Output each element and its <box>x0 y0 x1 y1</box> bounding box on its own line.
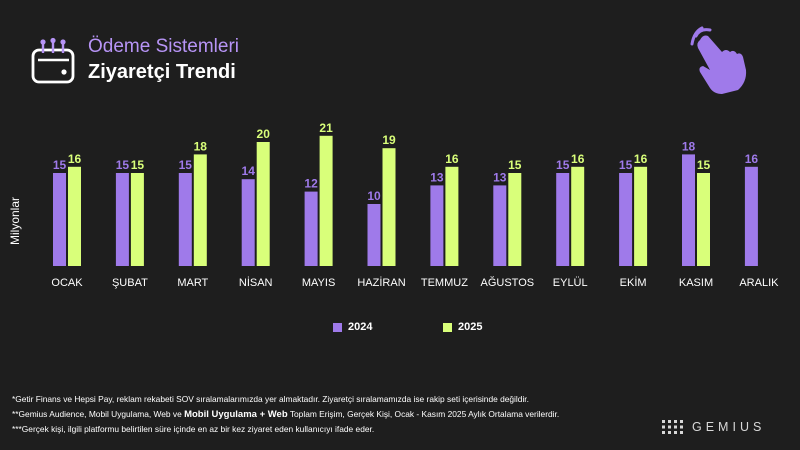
bar-label-2025-8: 16 <box>571 152 585 166</box>
x-tick-label-1: ŞUBAT <box>112 277 148 289</box>
x-tick-label-3: NİSAN <box>239 276 273 289</box>
bar-2024-0 <box>53 173 66 266</box>
x-tick-label-4: MAYIS <box>302 277 335 289</box>
bar-2024-11 <box>744 166 758 266</box>
x-tick-label-9: EKİM <box>620 276 647 289</box>
bar-label-2025-5: 19 <box>382 133 396 147</box>
bar-label-2024-11: 16 <box>745 152 759 166</box>
bar-label-2024-8: 15 <box>556 158 570 172</box>
legend-label-2024: 2024 <box>348 321 373 333</box>
legend-swatch-2025 <box>443 322 452 332</box>
bar-2025-4 <box>319 135 333 266</box>
bar-label-2024-10: 18 <box>682 139 696 153</box>
bar-2024-9 <box>619 173 633 266</box>
bar-2025-7 <box>508 173 522 266</box>
pointing-hand-icon <box>690 26 747 94</box>
legend-label-2025: 2025 <box>458 321 483 333</box>
bar-label-2024-7: 13 <box>493 170 507 184</box>
legend-item-2024: 2024 <box>333 321 372 333</box>
bar-2024-2 <box>178 173 192 266</box>
x-tick-label-7: AĞUSTOS <box>481 276 535 289</box>
bar-2024-10 <box>682 154 695 266</box>
bar-label-2025-7: 15 <box>508 158 522 172</box>
bar-label-2024-2: 15 <box>179 158 193 172</box>
bar-label-2025-10: 15 <box>697 158 711 172</box>
page-subtitle: Ödeme Sistemleri <box>88 36 239 57</box>
bar-2024-1 <box>115 173 129 266</box>
bar-2024-8 <box>556 173 570 266</box>
footnote-3: ***Gerçek kişi, ilgili platformu belirti… <box>12 424 375 434</box>
bar-label-2024-4: 12 <box>304 177 318 191</box>
bar-label-2025-4: 21 <box>319 121 333 135</box>
bar-2025-9 <box>634 166 648 266</box>
bar-2025-8 <box>571 166 585 266</box>
bar-label-2025-6: 16 <box>445 152 459 166</box>
bar-label-2025-0: 16 <box>68 152 82 166</box>
bar-2024-6 <box>430 185 444 266</box>
x-tick-label-11: ARALIK <box>739 277 779 289</box>
footnote-2-bold: Mobil Uygulama + Web <box>184 409 288 420</box>
x-tick-label-2: MART <box>177 277 208 289</box>
bar-2025-2 <box>193 154 207 266</box>
gemius-logo: GEMIUS <box>662 420 765 434</box>
footnote-2-before: **Gemius Audience, Mobil Uygulama, Web v… <box>12 409 182 419</box>
wallet-icon <box>31 37 75 84</box>
bar-2024-4 <box>304 191 318 266</box>
bar-2024-7 <box>493 185 507 266</box>
gemius-logo-text: GEMIUS <box>692 420 766 434</box>
bar-2025-6 <box>445 166 459 266</box>
page-title: Ziyaretçi Trendi <box>88 61 236 83</box>
footnotes: *Getir Finans ve Hepsi Pay, reklam rekab… <box>12 392 559 437</box>
footnote-2: **Gemius Audience, Mobil Uygulama, Web v… <box>12 407 559 422</box>
x-tick-label-8: EYLÜL <box>553 277 588 289</box>
x-tick-label-5: HAZİRAN <box>357 276 405 289</box>
bar-label-2025-3: 20 <box>257 127 271 141</box>
bar-2025-3 <box>256 142 270 266</box>
bar-label-2024-9: 15 <box>619 158 633 172</box>
bar-label-2025-9: 16 <box>634 152 648 166</box>
legend-swatch-2024 <box>333 322 342 332</box>
bar-2025-0 <box>68 166 81 266</box>
bar-2024-5 <box>367 204 381 266</box>
bar-2025-10 <box>697 173 710 266</box>
footnote-2-after: Toplam Erişim, Gerçek Kişi, Ocak - Kasım… <box>289 409 560 419</box>
bar-label-2024-5: 10 <box>367 189 381 203</box>
bar-2025-5 <box>382 148 396 266</box>
gemius-logo-icon <box>662 420 683 434</box>
legend-item-2025: 2025 <box>443 321 482 333</box>
bar-2025-1 <box>130 173 144 266</box>
x-tick-label-10: KASIM <box>679 277 713 289</box>
x-tick-label-0: OCAK <box>51 277 83 289</box>
bar-2024-3 <box>241 179 255 266</box>
bar-label-2025-2: 18 <box>194 139 208 153</box>
bar-label-2025-1: 15 <box>131 158 145 172</box>
bar-label-2024-0: 15 <box>53 158 67 172</box>
footnote-1: *Getir Finans ve Hepsi Pay, reklam rekab… <box>12 394 529 404</box>
bar-label-2024-3: 14 <box>242 164 256 178</box>
bar-label-2024-6: 13 <box>430 170 444 184</box>
bar-label-2024-1: 15 <box>116 158 130 172</box>
x-tick-label-6: TEMMUZ <box>421 277 468 289</box>
